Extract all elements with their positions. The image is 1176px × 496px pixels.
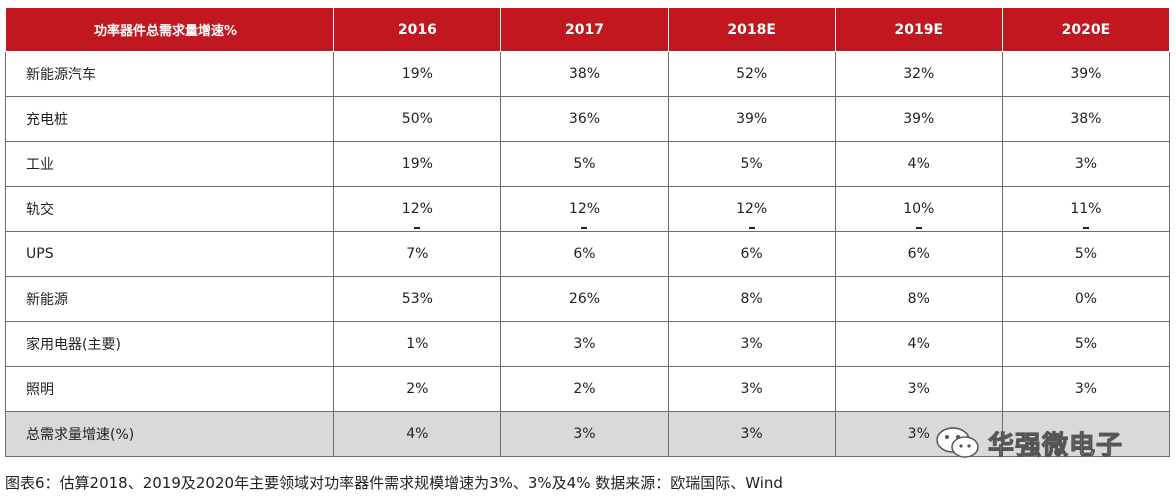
header-cell: 2017 bbox=[500, 7, 669, 52]
table-cell: 2% bbox=[333, 366, 502, 412]
table-cell: 5% bbox=[667, 141, 836, 187]
table-cell: 38% bbox=[500, 51, 669, 97]
table-cell: 2% bbox=[500, 366, 669, 412]
table-cell: 39% bbox=[834, 96, 1003, 142]
table-cell: 6% bbox=[667, 231, 836, 277]
dash-mark bbox=[414, 227, 421, 229]
table-cell: 3% bbox=[667, 366, 836, 412]
header-cell: 2019E bbox=[834, 7, 1003, 52]
header-cell: 功率器件总需求量增速% bbox=[4, 7, 335, 52]
table-cell: 11% bbox=[1001, 186, 1171, 232]
row-label: 照明 bbox=[4, 366, 335, 412]
table-row: 新能源 53% 26% 8% 8% 0% bbox=[4, 276, 1171, 322]
table-cell: 52% bbox=[667, 51, 836, 97]
header-cell: 2020E bbox=[1001, 7, 1171, 52]
cell-value: 10% bbox=[903, 201, 935, 217]
table-cell: 3% bbox=[500, 411, 669, 457]
table-cell: 36% bbox=[500, 96, 669, 142]
table-cell: 12% bbox=[500, 186, 669, 232]
table-row: 新能源汽车 19% 38% 52% 32% 39% bbox=[4, 51, 1171, 97]
table-cell bbox=[1001, 411, 1171, 457]
dash-mark bbox=[915, 227, 922, 229]
table-cell: 7% bbox=[333, 231, 502, 277]
table-cell: 4% bbox=[834, 321, 1003, 367]
table-cell: 4% bbox=[834, 141, 1003, 187]
cell-value: 12% bbox=[401, 201, 433, 217]
row-label: 家用电器(主要) bbox=[4, 321, 335, 367]
table-cell: 5% bbox=[1001, 231, 1171, 277]
wechat-icon bbox=[936, 427, 979, 458]
table-cell: 3% bbox=[1001, 141, 1171, 187]
cell-value: 12% bbox=[736, 201, 768, 217]
row-label: 轨交 bbox=[4, 186, 335, 232]
table-row: 轨交 12% 12% 12% 10% 11% bbox=[4, 186, 1171, 232]
table-header-row: 功率器件总需求量增速% 2016 2017 2018E 2019E 2020E bbox=[4, 7, 1171, 52]
table-cell: 3% bbox=[500, 321, 669, 367]
growth-table: 功率器件总需求量增速% 2016 2017 2018E 2019E 2020E … bbox=[4, 7, 1171, 457]
cell-value: 11% bbox=[1070, 201, 1102, 217]
table-cell: 32% bbox=[834, 51, 1003, 97]
watermark-text: 华强微电子 bbox=[987, 430, 1124, 461]
figure-caption: 图表6：估算2018、2019及2020年主要领域对功率器件需求规模增速为3%、… bbox=[5, 474, 783, 492]
table-cell: 50% bbox=[333, 96, 502, 142]
table-row: 照明 2% 2% 3% 3% 3% bbox=[4, 366, 1171, 412]
table-cell: 0% bbox=[1001, 276, 1171, 322]
table-cell: 19% bbox=[333, 141, 502, 187]
table-cell: 19% bbox=[333, 51, 502, 97]
table-row: 工业 19% 5% 5% 4% 3% bbox=[4, 141, 1171, 187]
table-row: UPS 7% 6% 6% 6% 5% bbox=[4, 231, 1171, 277]
table-cell: 3% bbox=[667, 411, 836, 457]
table-cell: 6% bbox=[500, 231, 669, 277]
table-cell: 3% bbox=[1001, 366, 1171, 412]
table-row: 家用电器(主要) 1% 3% 3% 4% 5% bbox=[4, 321, 1171, 367]
row-label: 新能源 bbox=[4, 276, 335, 322]
table-cell: 5% bbox=[1001, 321, 1171, 367]
table-cell: 1% bbox=[333, 321, 502, 367]
table-cell: 3% bbox=[834, 366, 1003, 412]
table-row: 充电桩 50% 36% 39% 39% 38% bbox=[4, 96, 1171, 142]
table-cell: 38% bbox=[1001, 96, 1171, 142]
dash-mark bbox=[748, 227, 755, 229]
header-cell: 2018E bbox=[667, 7, 836, 52]
table-cell: 5% bbox=[500, 141, 669, 187]
dash-mark bbox=[1082, 227, 1089, 229]
table-cell: 10% bbox=[834, 186, 1003, 232]
table-cell: 39% bbox=[1001, 51, 1171, 97]
table-cell: 53% bbox=[333, 276, 502, 322]
table-cell: 12% bbox=[667, 186, 836, 232]
row-label: UPS bbox=[4, 231, 335, 277]
row-label: 充电桩 bbox=[4, 96, 335, 142]
table-cell: 26% bbox=[500, 276, 669, 322]
table-cell: 8% bbox=[667, 276, 836, 322]
row-label: 工业 bbox=[4, 141, 335, 187]
watermark: 华强微电子 bbox=[934, 425, 1166, 461]
dash-mark bbox=[581, 227, 588, 229]
table-cell: 39% bbox=[667, 96, 836, 142]
header-cell: 2016 bbox=[333, 7, 502, 52]
data-table-container: 功率器件总需求量增速% 2016 2017 2018E 2019E 2020E … bbox=[4, 7, 1171, 457]
table-cell: 3% bbox=[667, 321, 836, 367]
cell-value: 12% bbox=[568, 201, 601, 217]
table-cell: 6% bbox=[834, 231, 1003, 277]
table-cell: 12% bbox=[333, 186, 502, 232]
table-cell: 8% bbox=[834, 276, 1003, 322]
table-cell: 4% bbox=[333, 411, 502, 457]
row-label: 总需求量增速(%) bbox=[4, 411, 335, 457]
row-label: 新能源汽车 bbox=[4, 51, 335, 97]
